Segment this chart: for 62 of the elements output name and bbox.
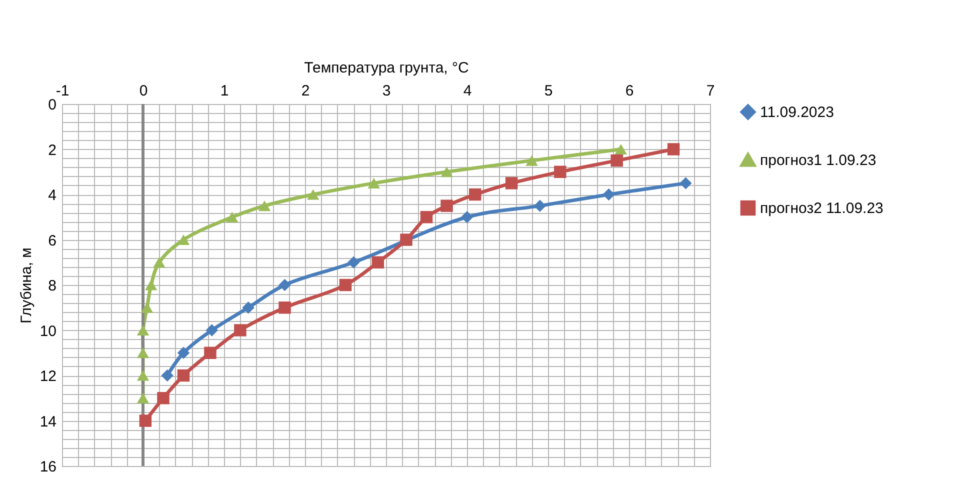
point <box>136 348 150 358</box>
point <box>554 166 566 178</box>
point <box>440 200 453 212</box>
point <box>534 200 546 212</box>
x-tick-label: 2 <box>301 82 310 100</box>
point <box>136 324 150 336</box>
point <box>242 302 254 314</box>
point <box>667 143 680 156</box>
y-tick-label: 2 <box>48 142 56 159</box>
point <box>136 370 150 381</box>
y-tick-label: 12 <box>40 368 56 385</box>
point <box>157 392 170 404</box>
point <box>153 257 166 268</box>
point <box>258 200 271 212</box>
x-axis-title: Температура грунта, °C <box>304 60 469 76</box>
y-axis-title: Глубина, м <box>18 248 35 324</box>
y-tick-label: 4 <box>48 187 56 204</box>
point <box>420 211 433 224</box>
y-tick-label: 6 <box>48 232 56 250</box>
point <box>614 144 628 155</box>
point <box>177 369 190 382</box>
legend-label: 11.09.2023 <box>760 104 834 121</box>
point <box>602 188 615 201</box>
point <box>526 155 538 166</box>
point <box>234 324 246 336</box>
point <box>680 177 692 190</box>
point <box>306 189 320 200</box>
y-tick-label: 8 <box>48 278 56 294</box>
legend-label: прогноз2 11.09.23 <box>760 200 884 217</box>
x-tick-label: 3 <box>382 82 391 100</box>
y-tick-label: 0 <box>48 96 56 114</box>
point <box>206 324 218 336</box>
x-tick-label: 7 <box>706 82 715 100</box>
x-tick-label: 6 <box>625 82 634 100</box>
point <box>226 212 238 222</box>
y-tick-label: 10 <box>40 322 56 340</box>
point <box>161 369 174 382</box>
point <box>139 414 152 427</box>
point <box>347 256 360 268</box>
point <box>468 188 482 201</box>
point <box>136 392 150 404</box>
point <box>339 278 352 292</box>
legend-label: прогноз1 1.09.23 <box>760 152 876 169</box>
x-tick-label: -1 <box>56 82 70 100</box>
x-tick-label: 1 <box>220 82 229 100</box>
point <box>177 346 190 359</box>
point <box>278 278 291 292</box>
point <box>505 177 518 190</box>
point <box>144 280 158 290</box>
point <box>400 234 412 246</box>
point <box>204 346 216 359</box>
point <box>372 256 384 268</box>
point <box>440 166 453 178</box>
point <box>368 178 380 188</box>
y-tick-label: 16 <box>40 458 56 476</box>
point <box>460 211 474 224</box>
x-tick-label: 5 <box>544 82 553 100</box>
point <box>610 154 623 167</box>
x-tick-label: 0 <box>139 82 148 100</box>
x-tick-label: 4 <box>463 82 472 100</box>
point <box>278 302 291 314</box>
y-tick-label: 14 <box>40 413 56 430</box>
